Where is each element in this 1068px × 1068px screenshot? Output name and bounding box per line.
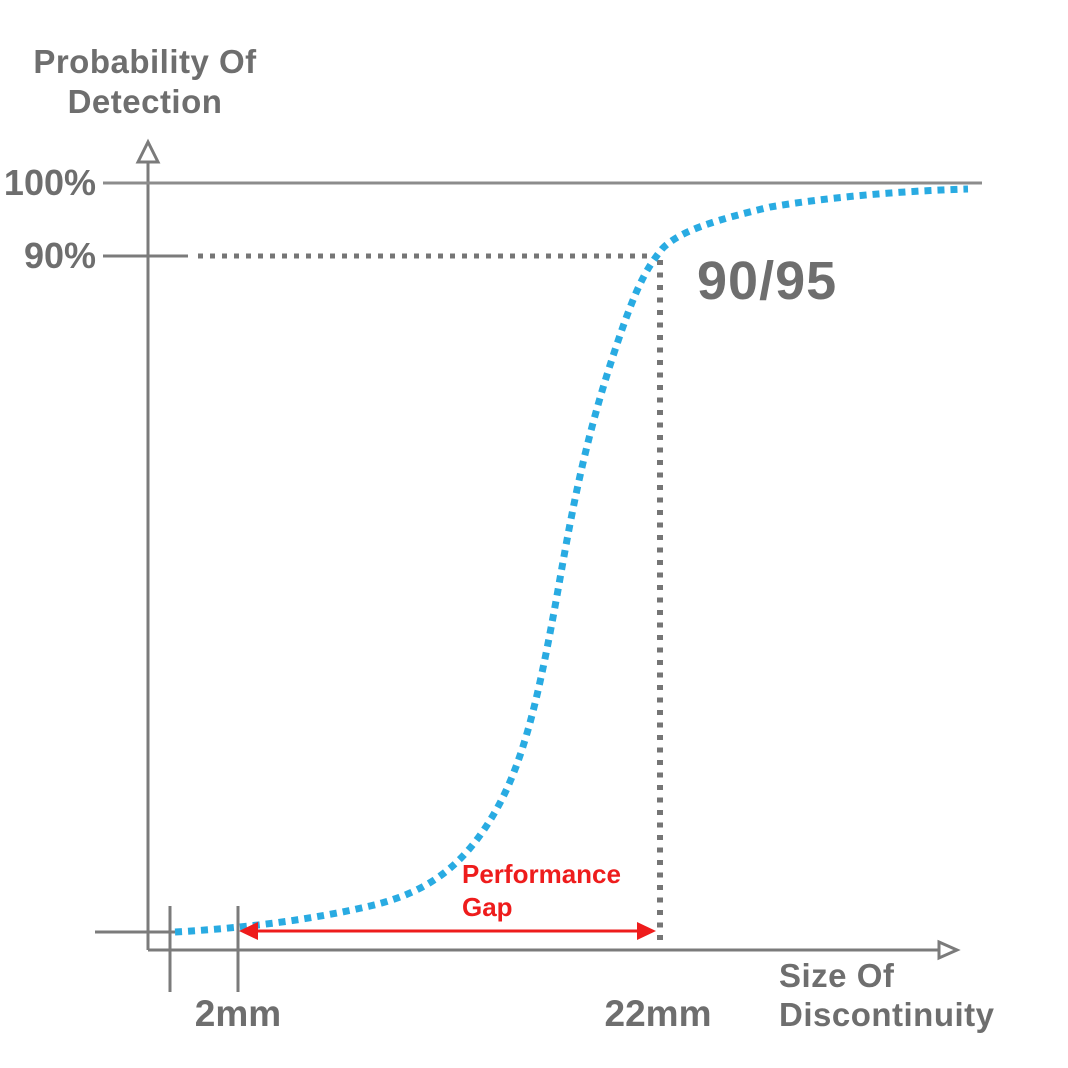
x-axis-arrow-icon (937, 939, 961, 961)
x-tick-label-22mm: 22mm (604, 993, 712, 1034)
x-axis-title-line1: Size Of (779, 957, 895, 994)
performance-gap-label: Performance Gap (462, 858, 621, 924)
x-axis-title-line2: Discontinuity (779, 996, 995, 1033)
y-tick-label-100pct: 100% (3, 162, 96, 203)
performance-gap-arrowhead-left-icon (239, 922, 258, 940)
x-axis-title: Size Of Discontinuity (779, 956, 995, 1034)
annotation-90-95: 90/95 (697, 251, 838, 311)
pod-curve (174, 185, 969, 936)
y-axis-title-line2: Detection (67, 83, 223, 120)
performance-gap-label-line2: Gap (462, 892, 513, 922)
y-axis-title: Probability Of Detection (28, 42, 262, 122)
performance-gap-arrowhead-right-icon (637, 922, 656, 940)
x-tick-label-2mm: 2mm (194, 993, 282, 1034)
y-axis-arrow-icon (135, 138, 161, 164)
y-tick-label-90pct: 90% (23, 235, 96, 276)
y-axis-title-line1: Probability Of (33, 43, 257, 80)
performance-gap-label-line1: Performance (462, 859, 621, 889)
